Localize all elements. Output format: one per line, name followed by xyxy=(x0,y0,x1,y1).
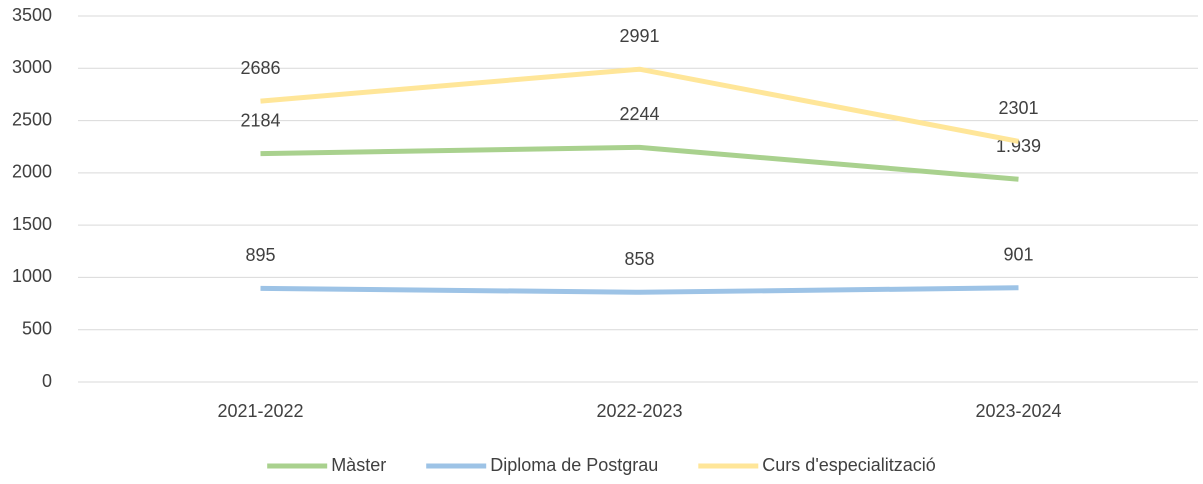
y-tick-label: 1500 xyxy=(12,214,52,234)
data-label: 858 xyxy=(624,249,654,269)
series-line xyxy=(260,66,1019,144)
data-label: 2686 xyxy=(240,58,280,78)
legend-label: Màster xyxy=(331,455,386,475)
y-tick-label: 1000 xyxy=(12,266,52,286)
series-line xyxy=(260,144,1019,182)
data-label: 2184 xyxy=(240,110,280,130)
data-label: 2244 xyxy=(619,104,659,124)
data-label: 2301 xyxy=(998,98,1038,118)
x-tick-label: 2023-2024 xyxy=(975,401,1061,421)
legend-label: Diploma de Postgrau xyxy=(490,455,658,475)
legend-label: Curs d'especialització xyxy=(762,455,936,475)
y-tick-label: 3000 xyxy=(12,57,52,77)
x-tick-label: 2021-2022 xyxy=(217,401,303,421)
series-line xyxy=(260,285,1019,295)
y-tick-label: 500 xyxy=(22,318,52,338)
y-tick-label: 2500 xyxy=(12,109,52,129)
data-label: 2991 xyxy=(619,26,659,46)
x-tick-label: 2022-2023 xyxy=(596,401,682,421)
y-tick-label: 0 xyxy=(42,371,52,391)
data-label: 895 xyxy=(245,245,275,265)
data-label: 901 xyxy=(1003,245,1033,265)
y-tick-label: 2000 xyxy=(12,162,52,182)
y-tick-label: 3500 xyxy=(12,5,52,25)
